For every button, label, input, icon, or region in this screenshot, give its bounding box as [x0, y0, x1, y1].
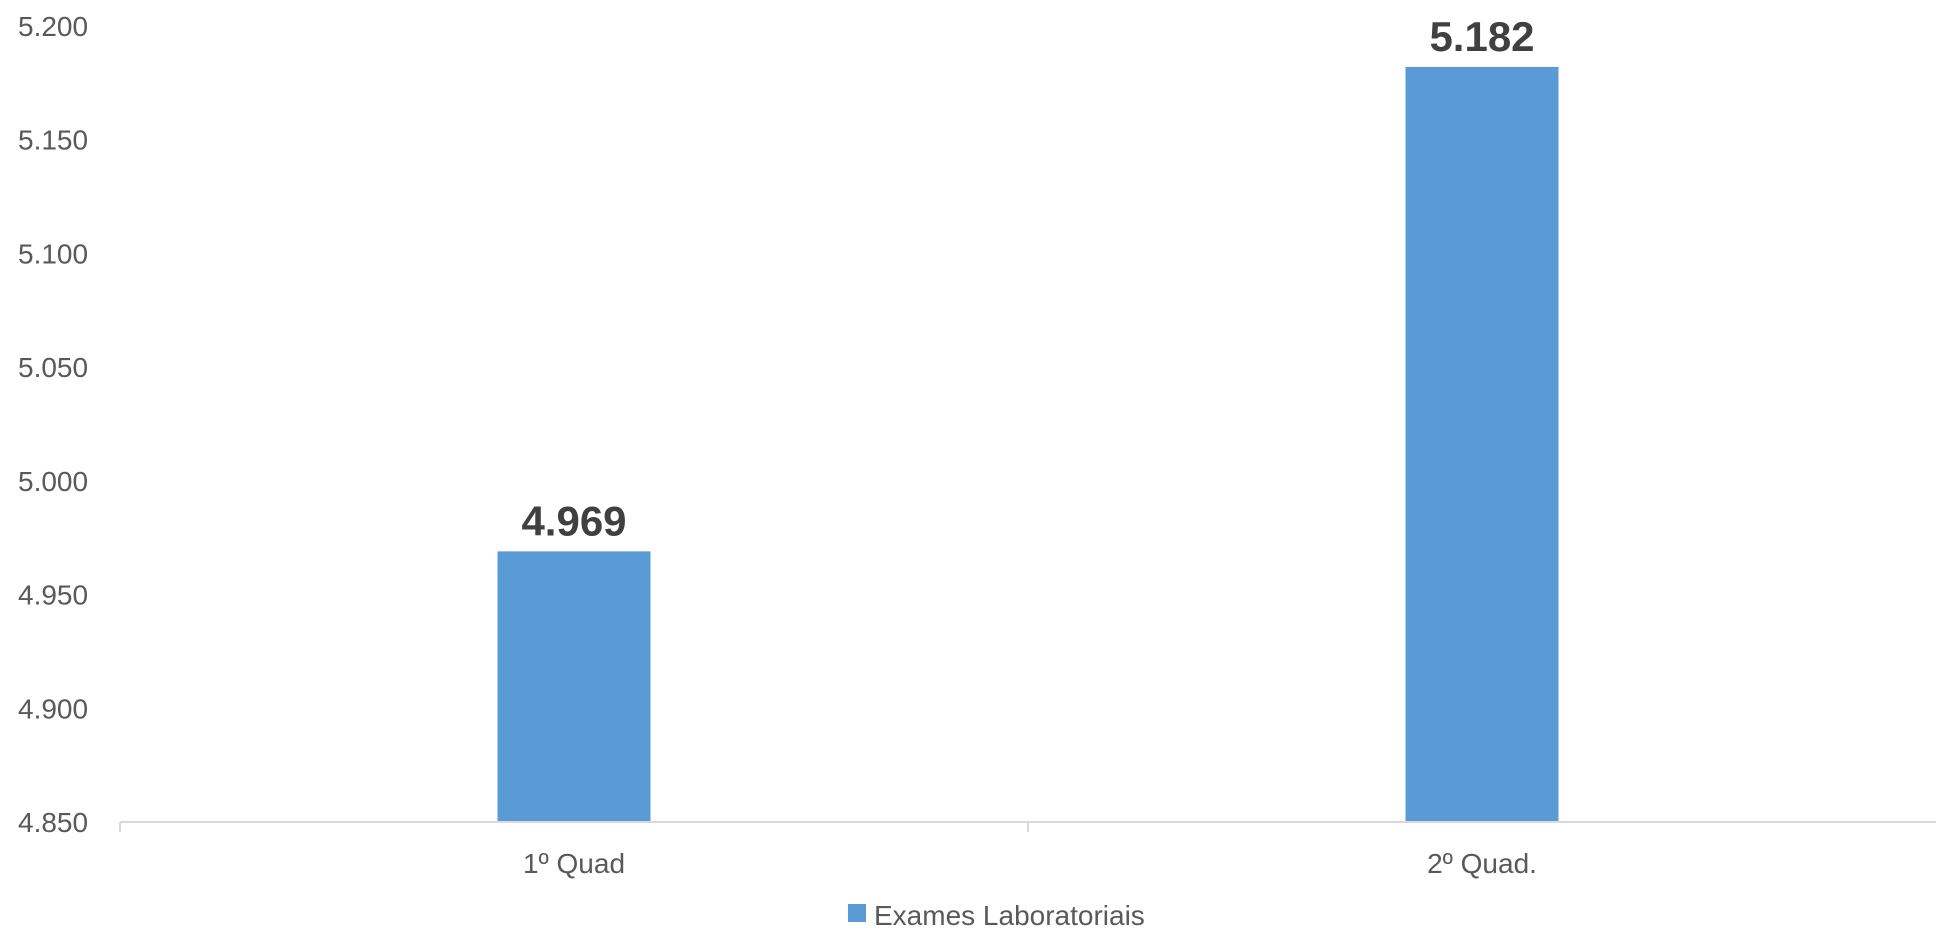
y-tick-label: 5.050 [18, 352, 88, 383]
bars: 4.969 5.182 [497, 13, 1559, 823]
y-tick-label: 4.850 [18, 807, 88, 838]
y-tick-label: 5.200 [18, 11, 88, 42]
bar-data-label: 5.182 [1429, 13, 1534, 60]
x-axis: 1º Quad 2º Quad. [119, 821, 1936, 879]
x-category-label: 2º Quad. [1427, 848, 1537, 879]
y-tick-label: 5.000 [18, 466, 88, 497]
legend: Exames Laboratoriais [848, 900, 1145, 931]
y-tick-label: 4.950 [18, 580, 88, 611]
y-tick-label: 4.900 [18, 693, 88, 724]
y-axis: 4.850 4.900 4.950 5.000 5.050 5.100 5.150 5.200 [18, 11, 88, 838]
bar [497, 551, 651, 822]
y-tick-label: 5.100 [18, 238, 88, 269]
bar [1405, 66, 1559, 823]
y-tick-label: 5.150 [18, 125, 88, 156]
legend-label: Exames Laboratoriais [874, 900, 1145, 931]
x-category-label: 1º Quad [523, 848, 625, 879]
bar-data-label: 4.969 [521, 497, 626, 544]
legend-swatch [848, 904, 866, 922]
